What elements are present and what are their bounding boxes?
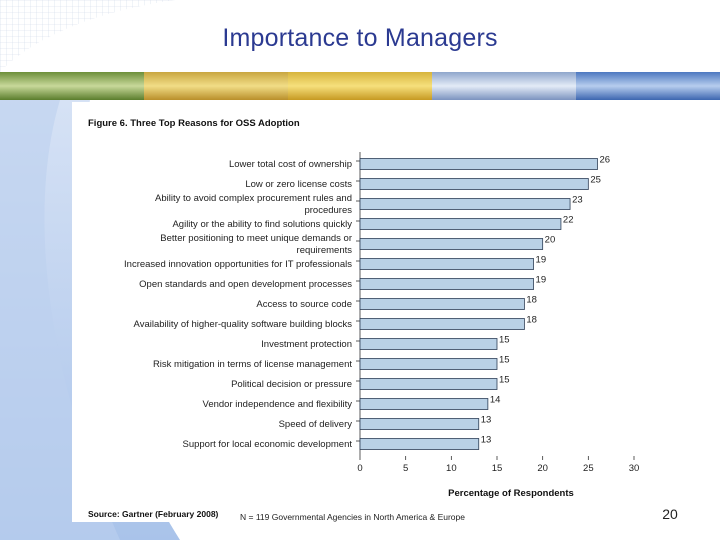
- x-tick-label: 30: [629, 463, 640, 474]
- sample-note: N = 119 Governmental Agencies in North A…: [240, 512, 465, 522]
- bar: [359, 298, 525, 310]
- category-label: requirements: [297, 245, 353, 256]
- x-tick-label: 25: [583, 463, 594, 474]
- banner-photo-microphone: [0, 72, 144, 100]
- x-tick-label: 10: [446, 463, 457, 474]
- bar: [359, 238, 544, 250]
- bar-value-label: 25: [590, 175, 601, 186]
- banner-photo-keyboard: [576, 72, 720, 100]
- bar: [359, 398, 489, 410]
- bar-value-label: 23: [572, 195, 583, 206]
- source-label: Source: Gartner (February 2008): [88, 509, 219, 519]
- category-label: Increased innovation opportunities for I…: [124, 259, 352, 270]
- x-tick-label: 0: [357, 463, 362, 474]
- oss-adoption-bar-chart: Figure 6. Three Top Reasons for OSS Adop…: [88, 118, 640, 522]
- bar: [359, 278, 534, 290]
- category-label: Ability to avoid complex procurement rul…: [155, 193, 352, 204]
- category-label: Low or zero license costs: [245, 179, 352, 190]
- category-label: Investment protection: [261, 339, 352, 350]
- category-label: Availability of higher-quality software …: [134, 319, 353, 330]
- bar: [359, 358, 498, 370]
- x-tick-label: 15: [492, 463, 503, 474]
- slide-title: Importance to Managers: [222, 24, 498, 52]
- bar-value-label: 13: [481, 415, 492, 426]
- bar-value-label: 22: [563, 215, 574, 226]
- bar-value-label: 13: [481, 435, 492, 446]
- category-label: Risk mitigation in terms of license mana…: [153, 359, 352, 370]
- bar-value-label: 19: [536, 255, 547, 266]
- banner-photo-lab: [432, 72, 576, 100]
- banner-photo-calculator: [144, 72, 288, 100]
- bar-value-label: 15: [499, 375, 510, 386]
- bar-value-label: 18: [526, 295, 537, 306]
- bar: [359, 218, 562, 230]
- bar-value-label: 18: [526, 315, 537, 326]
- bar: [359, 158, 598, 170]
- category-label: Lower total cost of ownership: [229, 159, 352, 170]
- bar-value-label: 14: [490, 395, 501, 406]
- banner-photo-gears: [288, 72, 432, 100]
- category-label: Access to source code: [256, 299, 352, 310]
- bar: [359, 438, 480, 450]
- category-label: Political decision or pressure: [231, 379, 352, 390]
- x-axis-title: Percentage of Respondents: [448, 488, 574, 499]
- category-label: Vendor independence and flexibility: [203, 399, 353, 410]
- bar-value-label: 15: [499, 355, 510, 366]
- figure-panel: Figure 6. Three Top Reasons for OSS Adop…: [72, 102, 658, 522]
- category-label: Better positioning to meet unique demand…: [160, 233, 352, 244]
- bar: [359, 318, 525, 330]
- x-tick-label: 5: [403, 463, 408, 474]
- category-label: Agility or the ability to find solutions…: [172, 219, 352, 230]
- bar: [359, 338, 498, 350]
- x-tick-label: 20: [537, 463, 548, 474]
- bar: [359, 198, 571, 210]
- slide-number: 20: [662, 506, 678, 522]
- category-label: Speed of delivery: [279, 419, 353, 430]
- bar-value-label: 19: [536, 275, 547, 286]
- bar: [359, 378, 498, 390]
- category-label: procedures: [304, 205, 352, 216]
- bar-value-label: 20: [545, 235, 556, 246]
- chart-title: Figure 6. Three Top Reasons for OSS Adop…: [88, 118, 300, 129]
- bar-value-label: 26: [599, 155, 610, 166]
- bar: [359, 258, 534, 270]
- bar-value-label: 15: [499, 335, 510, 346]
- category-label: Support for local economic development: [182, 439, 352, 450]
- bar: [359, 178, 589, 190]
- header-photo-banner: [0, 72, 720, 100]
- category-label: Open standards and open development proc…: [139, 279, 352, 290]
- bar: [359, 418, 480, 430]
